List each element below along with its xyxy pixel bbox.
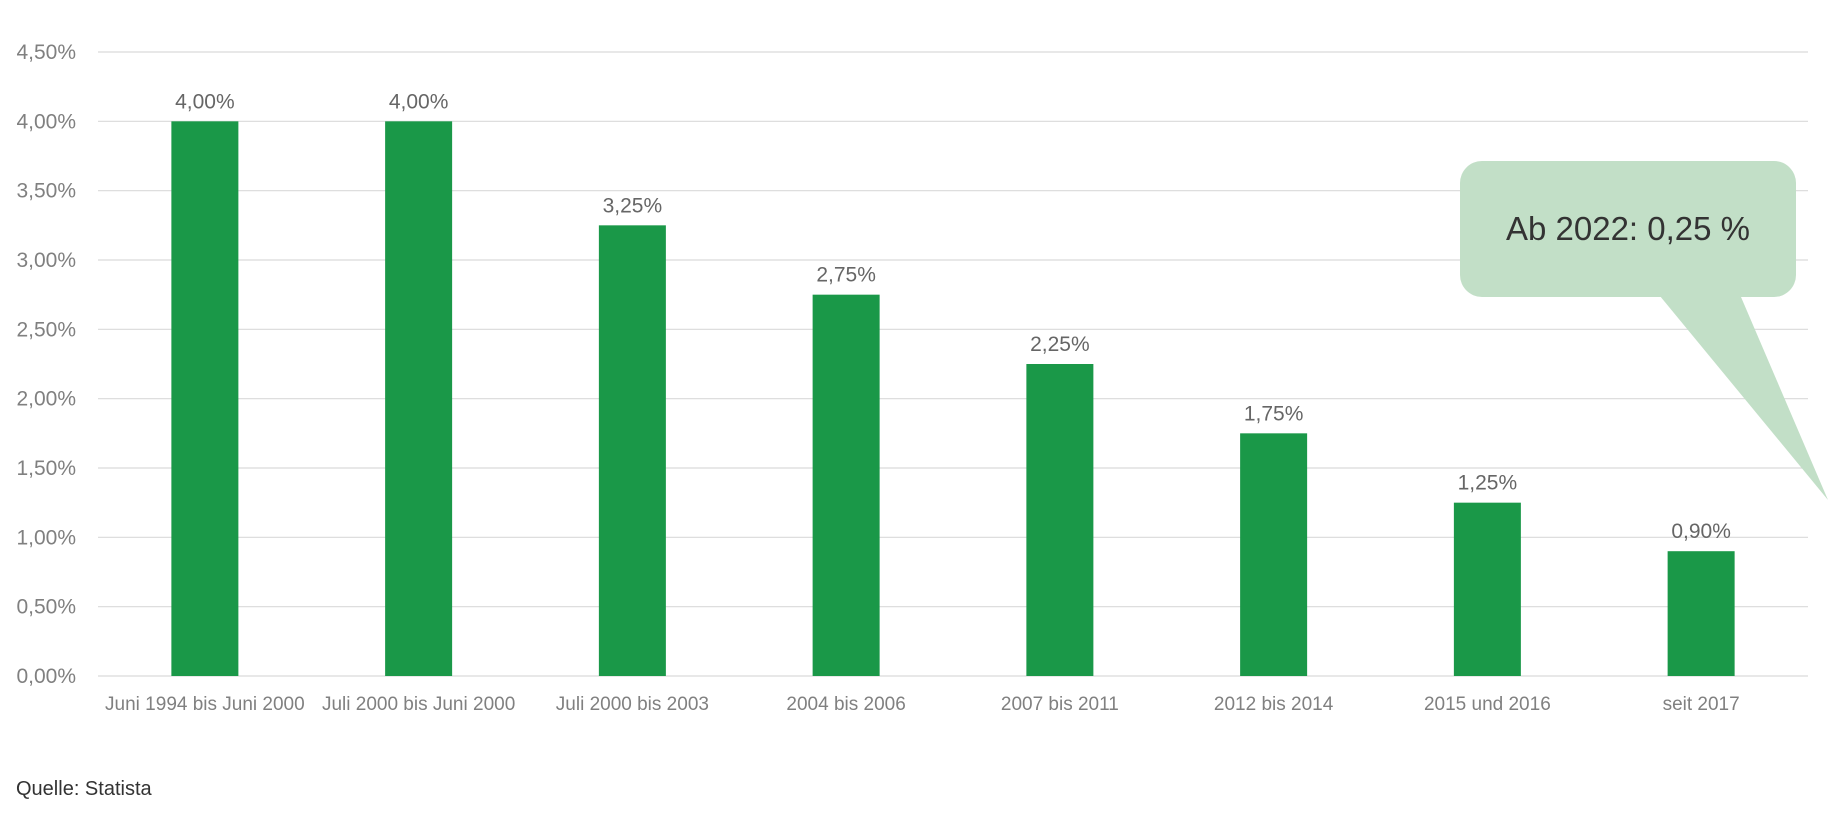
data-label: 2,75% — [816, 264, 876, 287]
y-tick-label: 4,00% — [16, 110, 76, 133]
y-tick-label: 3,00% — [16, 249, 76, 272]
y-tick-label: 2,50% — [16, 318, 76, 341]
data-label: 1,25% — [1458, 472, 1518, 495]
y-tick-label: 2,00% — [16, 388, 76, 411]
y-tick-label: 0,00% — [16, 665, 76, 688]
x-tick-label: 2015 und 2016 — [1424, 694, 1551, 715]
bar — [812, 294, 880, 676]
y-tick-label: 1,50% — [16, 457, 76, 480]
y-tick-label: 0,50% — [16, 596, 76, 619]
source-note: Quelle: Statista — [16, 778, 152, 800]
bar — [1240, 433, 1308, 676]
x-tick-label: 2007 bis 2011 — [1001, 694, 1119, 715]
callout-text: Ab 2022: 0,25 % — [1506, 210, 1750, 247]
bar — [1453, 502, 1521, 676]
callout-box — [1460, 161, 1796, 297]
x-tick-label: Juli 2000 bis Juni 2000 — [322, 694, 515, 715]
data-label: 4,00% — [175, 90, 235, 113]
data-label: 3,25% — [603, 194, 663, 217]
bar — [598, 225, 666, 677]
x-tick-label: 2004 bis 2006 — [786, 694, 905, 715]
x-tick-label: 2012 bis 2014 — [1214, 694, 1334, 715]
y-tick-label: 3,50% — [16, 180, 76, 203]
bar — [171, 121, 239, 677]
x-tick-label: Juli 2000 bis 2003 — [556, 694, 709, 715]
x-tick-label: seit 2017 — [1663, 694, 1740, 715]
y-tick-label: 1,00% — [16, 526, 76, 549]
data-label: 1,75% — [1244, 402, 1304, 425]
bar — [385, 121, 453, 677]
bar — [1667, 551, 1735, 676]
x-tick-label: Juni 1994 bis Juni 2000 — [105, 694, 305, 715]
bar — [1026, 364, 1094, 676]
data-label: 4,00% — [389, 90, 449, 113]
data-label: 0,90% — [1671, 520, 1731, 543]
data-label: 2,25% — [1030, 333, 1090, 356]
callout-pointer — [1655, 290, 1828, 500]
y-tick-label: 4,50% — [16, 41, 76, 64]
